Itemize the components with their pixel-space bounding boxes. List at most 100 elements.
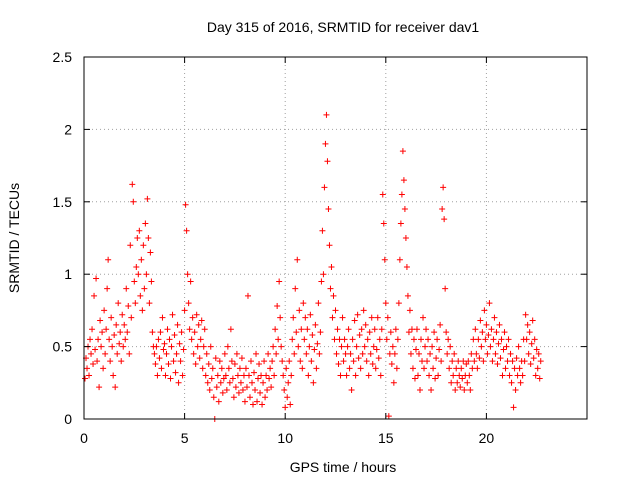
- data-point: [189, 314, 196, 321]
- data-point: [429, 343, 436, 350]
- data-point: [112, 384, 119, 391]
- data-point: [481, 307, 488, 314]
- data-point: [167, 375, 174, 382]
- data-point: [417, 387, 424, 394]
- data-point: [225, 365, 232, 372]
- data-point: [280, 372, 287, 379]
- data-point: [468, 350, 475, 357]
- data-point: [349, 336, 356, 343]
- data-point: [257, 389, 264, 396]
- data-point: [444, 350, 451, 357]
- data-point: [485, 332, 492, 339]
- data-point: [253, 350, 260, 357]
- data-point: [479, 329, 486, 336]
- data-point: [174, 321, 181, 328]
- data-point: [250, 401, 257, 408]
- data-point: [398, 191, 405, 198]
- x-tick-label: 0: [80, 430, 88, 446]
- data-point: [175, 379, 182, 386]
- data-point: [460, 358, 467, 365]
- data-point: [531, 336, 538, 343]
- y-axis-title: SRMTID / TECUs: [6, 183, 22, 293]
- data-point: [537, 358, 544, 365]
- data-point: [367, 350, 374, 357]
- data-point: [299, 365, 306, 372]
- data-point: [522, 311, 529, 318]
- data-point: [411, 375, 418, 382]
- data-point: [232, 384, 239, 391]
- data-point: [84, 365, 91, 372]
- data-point: [512, 387, 519, 394]
- data-point: [421, 365, 428, 372]
- data-point: [515, 343, 522, 350]
- data-point: [524, 321, 531, 328]
- data-point: [273, 350, 280, 357]
- data-point: [122, 336, 129, 343]
- x-tick-label: 15: [378, 430, 394, 446]
- data-point: [353, 343, 360, 350]
- data-point: [281, 387, 288, 394]
- data-point: [339, 314, 346, 321]
- data-point: [271, 372, 278, 379]
- data-point: [262, 394, 269, 401]
- data-point: [326, 242, 333, 249]
- data-point: [146, 300, 153, 307]
- data-point: [360, 307, 367, 314]
- data-point: [499, 372, 506, 379]
- data-point: [127, 242, 134, 249]
- data-point: [302, 314, 309, 321]
- data-point: [241, 398, 248, 405]
- data-point: [442, 285, 449, 292]
- data-point: [101, 307, 108, 314]
- data-point: [484, 350, 491, 357]
- data-point: [497, 355, 504, 362]
- data-point: [178, 329, 185, 336]
- y-tick-labels: 0 0.5 1 1.5 2 2.5: [53, 49, 73, 427]
- data-point: [491, 314, 498, 321]
- data-point: [191, 329, 198, 336]
- data-point: [200, 343, 207, 350]
- data-point: [304, 326, 311, 333]
- y-tick-label: 0: [64, 411, 72, 427]
- data-point: [511, 365, 518, 372]
- data-point: [214, 372, 221, 379]
- data-point: [441, 216, 448, 223]
- data-point: [137, 292, 144, 299]
- data-point: [329, 314, 336, 321]
- data-point: [435, 372, 442, 379]
- data-point: [284, 394, 291, 401]
- data-point: [182, 201, 189, 208]
- data-point: [268, 384, 275, 391]
- data-point: [162, 372, 169, 379]
- data-point: [121, 321, 128, 328]
- data-point: [276, 278, 283, 285]
- data-point: [431, 329, 438, 336]
- data-point: [194, 343, 201, 350]
- data-point: [113, 321, 120, 328]
- data-points: [82, 111, 544, 422]
- data-point: [183, 227, 190, 234]
- data-point: [475, 336, 482, 343]
- data-point: [340, 358, 347, 365]
- data-point: [348, 387, 355, 394]
- data-point: [439, 206, 446, 213]
- data-point: [149, 329, 156, 336]
- data-point: [344, 343, 351, 350]
- data-point: [277, 314, 284, 321]
- data-point: [415, 350, 422, 357]
- data-point: [409, 365, 416, 372]
- data-point: [474, 365, 481, 372]
- data-point: [307, 311, 314, 318]
- data-point: [385, 413, 392, 420]
- data-point: [287, 401, 294, 408]
- data-point: [306, 343, 313, 350]
- data-point: [343, 372, 350, 379]
- data-point: [450, 372, 457, 379]
- data-point: [169, 311, 176, 318]
- data-point: [369, 360, 376, 367]
- data-point: [396, 256, 403, 263]
- data-point: [155, 336, 162, 343]
- data-point: [136, 227, 143, 234]
- data-point: [228, 358, 235, 365]
- data-point: [305, 372, 312, 379]
